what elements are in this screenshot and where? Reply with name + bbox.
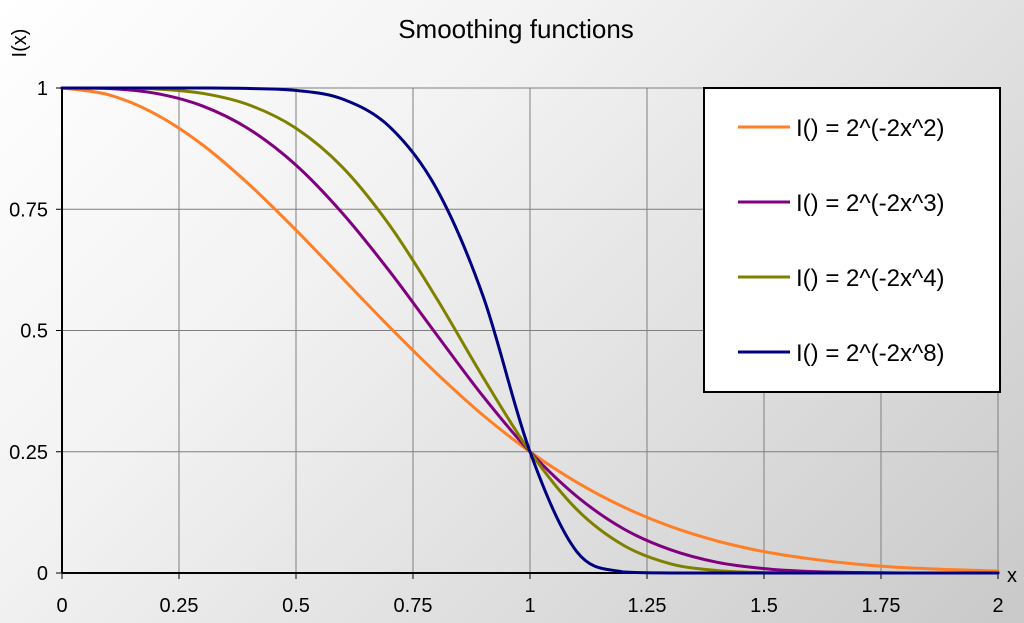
chart-title: Smoothing functions: [398, 14, 634, 44]
x-tick-label: 0.5: [282, 595, 310, 617]
y-tick-label: 0.25: [9, 442, 48, 464]
legend-box: [703, 87, 1001, 393]
legend-label-3: I() = 2^(-2x^4): [796, 265, 945, 292]
x-axis-label: x: [1007, 565, 1017, 587]
y-tick-label: 0.5: [20, 321, 48, 343]
legend: I() = 2^(-2x^2) I() = 2^(-2x^3) I() = 2^(-…: [703, 87, 1001, 393]
y-tick-label: 1: [37, 78, 48, 100]
plot-series: [60, 86, 1000, 575]
y-axis-label: I(x): [9, 29, 31, 58]
x-tick-label: 0.25: [160, 595, 199, 617]
x-tick-label: 1.75: [862, 595, 901, 617]
x-tick-label: 1: [524, 595, 535, 617]
y-tick-label: 0: [37, 563, 48, 585]
x-tick-label: 1.5: [750, 595, 778, 617]
legend-label-4: I() = 2^(-2x^8): [796, 340, 945, 367]
x-tick-label: 1.25: [628, 595, 667, 617]
x-tick-label: 0: [56, 595, 67, 617]
x-tick-label: 2: [992, 595, 1003, 617]
legend-label-1: I() = 2^(-2x^2): [796, 115, 945, 142]
y-tick-label: 0.75: [9, 199, 48, 221]
series-line-4: [60, 86, 1000, 575]
x-tick-label: 0.75: [394, 595, 433, 617]
legend-label-2: I() = 2^(-2x^3): [796, 190, 945, 217]
